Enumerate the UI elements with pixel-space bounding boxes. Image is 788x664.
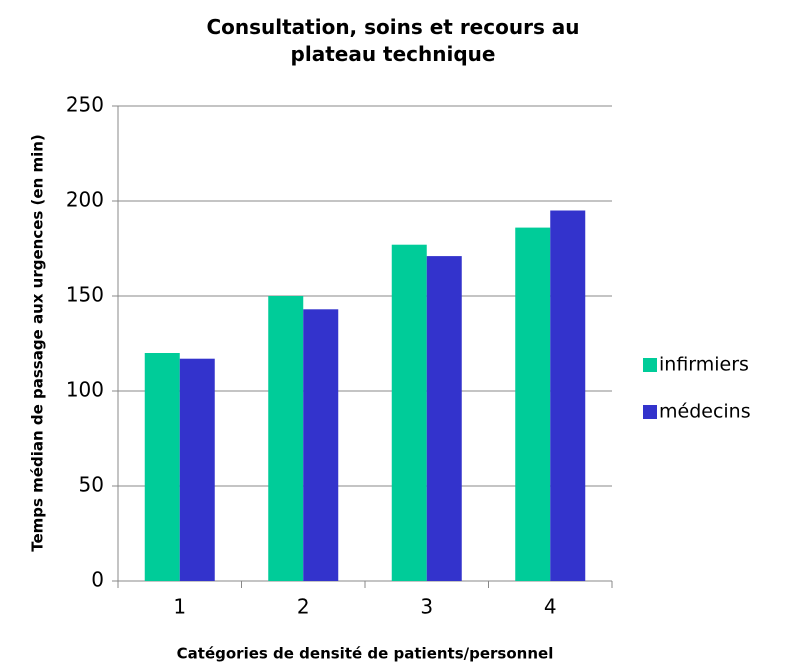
bar [515, 227, 551, 581]
legend-swatch [643, 405, 657, 419]
bar [426, 256, 462, 581]
bar [550, 210, 586, 581]
bar [268, 296, 304, 581]
y-axis-label: Temps médian de passage aux urgences (en… [29, 134, 47, 552]
x-tick-label: 1 [173, 595, 186, 619]
x-axis-label: Catégories de densité de patients/person… [177, 645, 554, 663]
x-tick-label: 2 [297, 595, 310, 619]
y-tick-label: 200 [66, 188, 104, 212]
legend-label: infirmiers [659, 354, 749, 376]
bar [179, 358, 215, 581]
legend-swatch [643, 358, 657, 372]
bar [303, 309, 339, 581]
chart-title: Consultation, soins et recours au platea… [206, 15, 580, 66]
y-tick-label: 100 [66, 378, 104, 402]
bar [144, 353, 180, 581]
y-tick-label: 50 [79, 473, 104, 497]
x-tick-label: 4 [544, 595, 557, 619]
y-tick-label: 0 [91, 568, 104, 592]
legend-label: médecins [659, 401, 751, 423]
bar [391, 244, 427, 581]
y-tick-label: 150 [66, 283, 104, 307]
y-tick-label: 250 [66, 93, 104, 117]
x-tick-label: 3 [420, 595, 433, 619]
